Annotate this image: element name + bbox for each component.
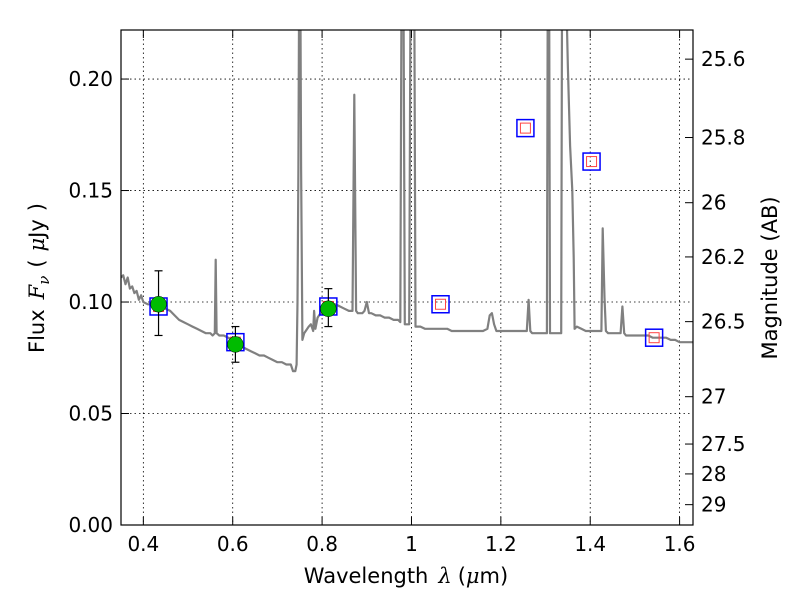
magnitude-tick-label: 28 — [701, 462, 726, 486]
spectrum-line — [121, 30, 693, 373]
y-tick-label: 0.15 — [68, 179, 113, 203]
x-tick-label: 1.4 — [574, 532, 606, 556]
model-band-inner — [435, 298, 447, 310]
model-band-box — [644, 328, 664, 347]
y-axis-label: FluxFν(μJy) — [25, 203, 53, 353]
x-tick-label: 0.8 — [306, 532, 338, 556]
magnitude-tick-label: 26 — [701, 191, 726, 215]
plot-frame — [120, 29, 694, 526]
model-band-box — [431, 295, 450, 314]
magnitude-tick-label: 25.8 — [701, 126, 746, 150]
points-layer — [149, 118, 664, 363]
model-band-box — [516, 118, 535, 138]
x-tick-label: 0.6 — [217, 532, 249, 556]
model-band-inner — [648, 332, 660, 344]
axis-ticks: 0.4 0.6 0.8 1 1.2 1.4 1.6 0.00 0.05 0.10 0.15 0.20 2… — [68, 30, 746, 556]
observed-point — [227, 336, 244, 353]
magnitude-tick-label: 26.5 — [701, 310, 746, 334]
y-tick-label: 0.20 — [68, 67, 113, 91]
spectrum-layer — [121, 30, 693, 373]
magnitude-tick-label: 27 — [701, 385, 726, 409]
x-tick-label: 1.6 — [664, 532, 696, 556]
magnitude-tick-label: 26.2 — [701, 245, 746, 269]
observed-point — [150, 296, 167, 313]
model-band-box — [582, 152, 601, 171]
observed-point — [320, 300, 337, 317]
magnitude-tick-label: 27.5 — [701, 432, 746, 456]
model-band-inner — [519, 122, 531, 134]
x-axis-label: Wavelength λ (μm) — [304, 564, 508, 588]
model-band-inner — [586, 156, 598, 168]
y-tick-label: 0.05 — [68, 402, 113, 426]
magnitude-tick-label: 25.6 — [701, 47, 746, 71]
x-tick-label: 1.2 — [485, 532, 517, 556]
y-tick-label: 0.00 — [68, 513, 113, 537]
magnitude-tick-label: 29 — [701, 493, 726, 517]
y-tick-label: 0.10 — [68, 290, 113, 314]
x-tick-label: 1 — [405, 532, 418, 556]
magnitude-axis-label: Magnitude (AB) — [758, 196, 782, 359]
grid-lines — [121, 30, 693, 526]
x-tick-label: 0.4 — [127, 532, 159, 556]
